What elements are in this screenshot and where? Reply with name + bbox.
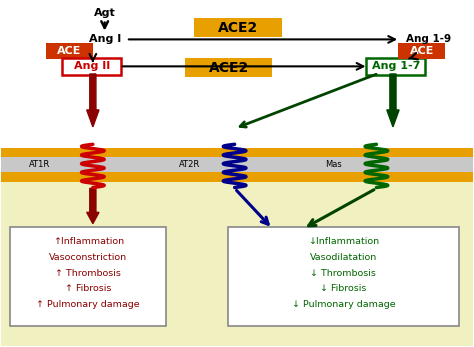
Text: ↑ Fibrosis: ↑ Fibrosis [65,284,111,293]
Bar [0,1,474,167]
FancyBboxPatch shape [228,227,459,325]
Text: AT2R: AT2R [179,160,201,169]
Text: ↑Inflammation: ↑Inflammation [53,237,124,246]
Text: ACE2: ACE2 [219,21,258,35]
FancyArrow shape [387,74,399,127]
Bar [0,160,474,346]
FancyBboxPatch shape [366,58,425,75]
Text: AT1R: AT1R [29,160,50,169]
Text: ↑ Thrombosis: ↑ Thrombosis [55,269,121,278]
FancyBboxPatch shape [62,58,121,75]
FancyArrow shape [87,74,99,127]
Text: Ang I: Ang I [89,34,121,44]
Text: ↓ Fibrosis: ↓ Fibrosis [320,284,366,293]
Text: ACE: ACE [57,46,82,56]
Text: Vasoconstriction: Vasoconstriction [49,253,127,262]
Text: Mas: Mas [326,160,342,169]
Text: ↓ Pulmonary damage: ↓ Pulmonary damage [292,300,395,308]
Text: ACE: ACE [410,46,434,56]
Bar [0,157,474,173]
Text: Ang 1-7: Ang 1-7 [372,61,420,71]
FancyBboxPatch shape [185,58,273,77]
FancyBboxPatch shape [46,43,93,59]
Text: Ang 1-9: Ang 1-9 [406,34,451,44]
Text: ACE2: ACE2 [209,61,249,75]
FancyArrow shape [87,188,99,223]
Bar [0,148,474,158]
FancyBboxPatch shape [398,43,446,59]
Text: Agt: Agt [94,8,116,18]
Text: Vasodilatation: Vasodilatation [310,253,377,262]
Bar [0,172,474,183]
FancyBboxPatch shape [194,18,282,37]
Text: ↑ Pulmonary damage: ↑ Pulmonary damage [36,300,140,308]
Text: Ang II: Ang II [74,61,110,71]
Text: ↓ Thrombosis: ↓ Thrombosis [310,269,376,278]
Text: ↓Inflammation: ↓Inflammation [308,237,379,246]
FancyBboxPatch shape [10,227,166,325]
